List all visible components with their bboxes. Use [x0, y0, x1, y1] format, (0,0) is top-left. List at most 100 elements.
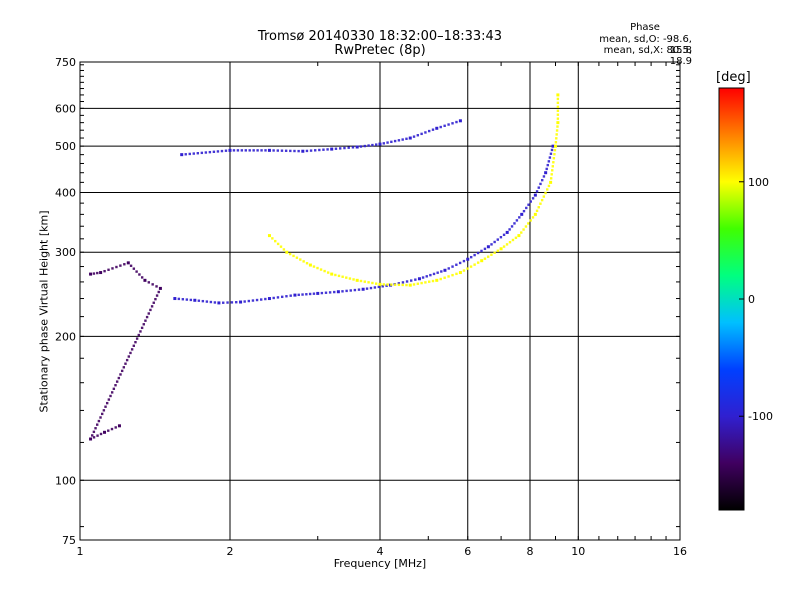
trace-dot — [285, 295, 288, 298]
y-tick-label: 300 — [55, 246, 76, 259]
trace-dot — [235, 301, 238, 304]
trace-dot — [151, 283, 154, 286]
trace-dot — [535, 190, 539, 193]
trace-dot — [393, 139, 397, 143]
data-point — [533, 193, 537, 197]
trace-dot — [220, 149, 224, 153]
trace-dot — [537, 186, 540, 189]
trace-dot — [371, 143, 374, 147]
trace-dot — [431, 128, 435, 131]
trace-dot — [455, 272, 458, 276]
trace-dot — [476, 251, 480, 255]
trace-dot — [352, 278, 355, 281]
data-point — [533, 212, 537, 216]
trace-dot — [145, 315, 149, 319]
trace-dot — [553, 148, 557, 152]
data-point — [89, 437, 93, 441]
trace-dot — [401, 138, 404, 141]
phase-x-values: 80.5, 18.9 — [666, 45, 692, 67]
trace-dot — [129, 264, 133, 267]
trace-dot — [232, 149, 236, 152]
y-tick-label: 75 — [62, 534, 76, 547]
trace-dot — [107, 268, 110, 271]
y-tick-label: 400 — [55, 186, 76, 199]
y-tick-label: 100 — [55, 474, 76, 487]
trace-dot — [514, 236, 518, 239]
data-point — [435, 278, 439, 282]
trace-dot — [292, 254, 295, 258]
trace-dot — [138, 273, 141, 276]
trace-dot — [397, 282, 401, 285]
trace-dot — [127, 355, 131, 358]
trace-dot — [393, 283, 397, 286]
trace-dot — [473, 263, 476, 266]
data-point — [361, 287, 365, 291]
phase-stats-o: mean, sd,O: -98.6, 15.8 — [580, 34, 692, 56]
trace-dot — [556, 101, 560, 105]
trace-dot — [312, 292, 316, 295]
trace-dot — [326, 271, 330, 274]
trace-dot — [353, 288, 357, 292]
trace-dot — [188, 152, 191, 156]
trace-dot — [469, 265, 473, 268]
trace-dot — [152, 301, 155, 304]
trace-dot — [155, 294, 159, 297]
trace-dot — [427, 129, 431, 133]
trace-dot — [547, 184, 551, 188]
trace-dot — [313, 149, 317, 152]
trace-dot — [256, 149, 259, 152]
trace-dot — [405, 137, 408, 140]
trace-dot — [181, 298, 185, 301]
trace-dot — [377, 285, 381, 289]
trace-dot — [527, 222, 530, 225]
trace-dot — [255, 298, 259, 302]
trace-dot — [109, 394, 112, 398]
trace-dot — [299, 258, 302, 261]
trace-dot — [414, 278, 417, 281]
data-point — [435, 126, 439, 130]
trace-dot — [305, 262, 309, 265]
trace-dot — [114, 384, 117, 387]
data-point — [499, 247, 503, 251]
trace-dot — [226, 301, 229, 304]
trace-dot — [539, 182, 542, 186]
data-point — [556, 121, 560, 125]
data-point — [267, 297, 271, 301]
data-point — [103, 430, 107, 434]
data-point — [316, 291, 320, 295]
trace-dot — [185, 298, 189, 301]
trace-dot — [345, 289, 348, 293]
trace-dot — [96, 423, 99, 426]
x-tick-label: 6 — [464, 545, 471, 558]
trace-dot — [120, 369, 124, 373]
trace-dot — [553, 153, 556, 156]
data-point — [417, 277, 421, 281]
trace-dot — [295, 256, 299, 259]
trace-dot — [420, 132, 423, 136]
trace-dot — [374, 282, 378, 285]
trace-dot — [272, 296, 275, 300]
trace-dot — [363, 144, 366, 148]
x-tick-label: 16 — [673, 545, 687, 558]
trace-dot — [272, 149, 275, 152]
trace-dot — [305, 293, 308, 296]
trace-dot — [197, 299, 201, 302]
data-point — [180, 153, 184, 157]
data-point — [308, 263, 312, 267]
trace-dot — [367, 144, 370, 147]
trace-dot — [548, 156, 552, 159]
trace-dot — [284, 149, 288, 152]
trace-dot — [326, 148, 329, 151]
trace-dot — [451, 273, 454, 277]
trace-dot — [103, 269, 106, 273]
trace-dot — [104, 405, 107, 408]
trace-dot — [334, 273, 337, 277]
y-tick-label: 600 — [55, 102, 76, 115]
trace-dot — [316, 266, 319, 270]
trace-dot — [196, 152, 200, 155]
trace-dot — [115, 265, 118, 269]
trace-dot — [515, 219, 519, 222]
x-tick-label: 10 — [571, 545, 585, 558]
trace-dot — [119, 264, 122, 267]
trace-dot — [341, 290, 344, 293]
